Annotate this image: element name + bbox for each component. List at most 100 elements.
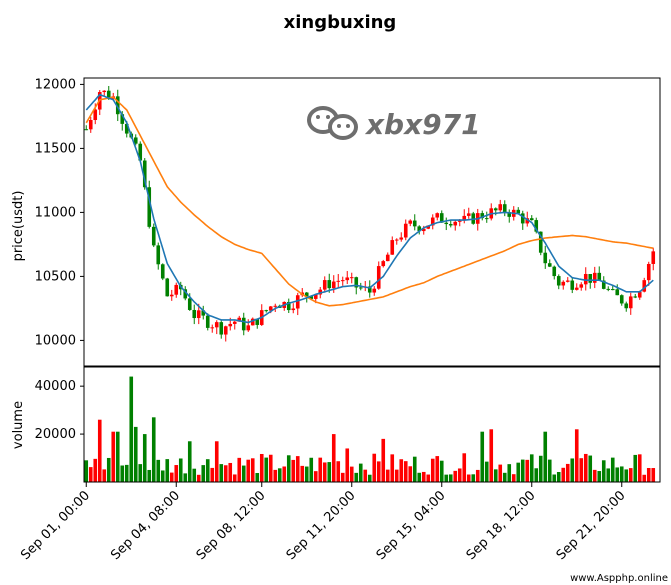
volume-bar [255,473,260,482]
candle-body [205,315,210,328]
candle-body [201,310,206,316]
volume-bar [628,468,633,482]
volume-bar [651,468,656,482]
volume-bar [570,458,575,482]
volume-bar [547,459,552,482]
volume-bar [309,457,314,482]
candle-body [417,226,422,232]
volume-bar [439,460,444,482]
volume-bar [84,460,89,482]
candle-body [579,284,584,288]
price-ytick-label: 10500 [35,269,76,284]
volume-bar [556,472,561,482]
candle-body [309,296,314,299]
wechat-icon [307,106,358,140]
volume-bar [304,466,309,482]
volume-bar [169,472,174,482]
volume-bar [264,457,269,482]
candle-body [228,323,233,327]
candle-body [106,90,111,99]
volume-bar [475,469,480,482]
volume-bar [219,464,224,482]
volume-bar [232,474,237,482]
candle-body [574,287,579,290]
volume-bar [588,455,593,482]
watermark-text: xbx971 [364,108,481,141]
candle-body [502,204,507,213]
volume-bar [646,468,651,482]
candle-body [214,322,219,328]
volume-bar [120,465,125,482]
candle-body [493,208,498,211]
volume-bar [448,474,453,482]
candle-body [331,281,336,289]
volume-bar [97,419,102,482]
candle-body [120,114,125,124]
volume-bar [381,438,386,482]
volume-bar [138,464,143,482]
volume-bar [399,459,404,482]
candle-body [421,228,426,232]
volume-bar [619,466,624,482]
volume-bar [277,468,282,482]
volume-yticks: 20000 40000 [35,379,84,442]
volume-bar [394,469,399,482]
volume-bar [363,469,368,482]
candle-body [453,221,458,226]
candle-body [637,291,642,298]
volume-bar [601,460,606,482]
volume-bar [435,456,440,482]
candle-body [304,292,309,297]
volume-bar [462,453,467,482]
candle-body [534,220,539,232]
candle-body [273,305,278,307]
volume-bar [160,470,165,482]
candle-body [84,129,89,131]
candle-body [313,294,318,299]
candle-body [547,263,552,267]
candle-body [646,263,651,281]
candle-body [516,209,521,214]
site-watermark: www.Aspphp.online [570,573,668,584]
volume-bar [187,441,192,482]
candle-body [570,280,575,290]
volume-bar [385,469,390,482]
volume-bar [642,474,647,482]
candle-body [241,317,246,331]
volume-bar [295,456,300,482]
candle-body [183,289,188,299]
candle-body [543,252,548,264]
candle-body [561,281,566,286]
volume-bar [444,474,449,482]
volume-axes-frame [83,366,661,483]
volume-bar [484,461,489,482]
volume-bar [133,426,138,482]
volume-bar [543,431,548,482]
volume-bar [327,462,332,482]
volume-bar [426,474,431,482]
volume-bar [291,459,296,482]
volume-bar [147,469,152,482]
candle-body [390,240,395,255]
volume-bar [349,466,354,482]
volume-bar [403,461,408,482]
volume-bar [520,459,525,482]
candle-body [327,280,332,289]
candle-body [466,213,471,216]
volume-bar [102,469,107,482]
volume-bar [493,469,498,482]
price-axes-frame [83,77,661,367]
volume-bar [417,472,422,482]
candle-body [619,295,624,304]
candle-body [592,272,597,283]
volume-bar [565,463,570,482]
volume-bar [507,464,512,482]
volume-bar [372,453,377,482]
volume-bar [466,474,471,482]
volume-bar [340,472,345,482]
volume-bar [282,466,287,482]
candle-body [507,212,512,217]
candle-body [385,254,390,262]
volume-bar [88,467,93,482]
candle-body [376,266,381,289]
